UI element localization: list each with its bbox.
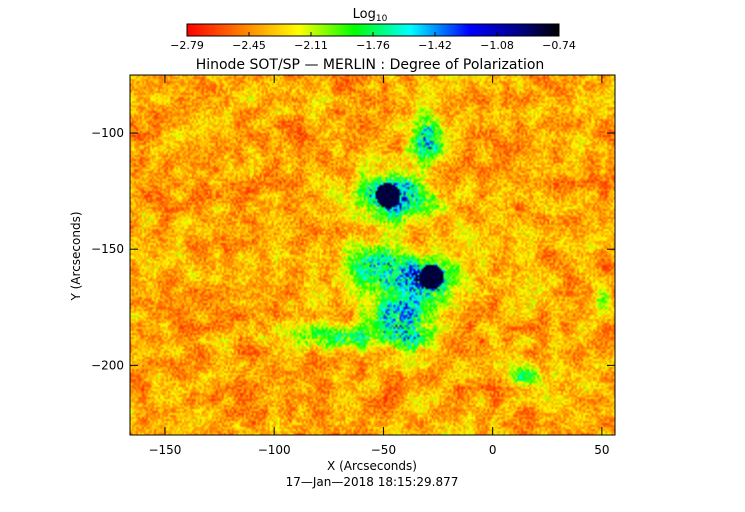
plot-frame [129, 74, 616, 436]
x-tick-label: 0 [489, 443, 497, 457]
colorbar-tick-label: −0.74 [542, 39, 576, 52]
colorbar-ticks: −2.79 −2.45 −2.11 −1.76 −1.42 −1.08 −0.74 [170, 32, 576, 52]
colorbar-tick-label: −1.08 [480, 39, 514, 52]
colorbar-tick-label: −1.76 [356, 39, 390, 52]
x-tick-label: −150 [148, 443, 181, 457]
colorbar-tick-label: −1.42 [418, 39, 452, 52]
x-axis-label: X (Arcseconds) [327, 459, 417, 473]
y-tick-label: −150 [91, 242, 124, 256]
colorbar-tick-label: −2.79 [170, 39, 204, 52]
polarization-heatmap [130, 75, 615, 435]
y-axis: −100 −150 −200 [91, 126, 615, 372]
plot-area: −150 −100 −50 0 50 −100 −150 −200 [91, 74, 616, 457]
colorbar-tick-label: −2.11 [294, 39, 328, 52]
colorbar-label: Log10 [353, 7, 388, 24]
colorbar-tick-label: −2.45 [232, 39, 266, 52]
y-tick-label: −100 [91, 126, 124, 140]
y-axis-label: Y (Arcseconds) [69, 211, 83, 301]
x-tick-label: −50 [371, 443, 396, 457]
x-tick-label: −100 [258, 443, 291, 457]
observation-timestamp: 17—Jan—2018 18:15:29.877 [286, 475, 459, 489]
y-tick-label: −200 [91, 358, 124, 372]
chart-title: Hinode SOT/SP — MERLIN : Degree of Polar… [196, 57, 545, 73]
colorbar: Log10 −2.79 −2.45 −2.11 −1.76 −1.42 −1.08 −0.7… [170, 7, 576, 52]
x-tick-label: 50 [594, 443, 609, 457]
x-axis: −150 −100 −50 0 50 [148, 75, 610, 457]
